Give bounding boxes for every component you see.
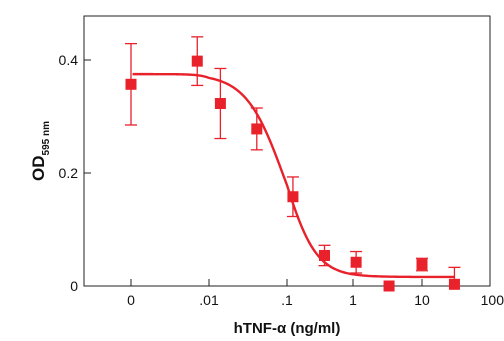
fit-curve xyxy=(132,72,455,279)
y-tick-label: 0.4 xyxy=(59,52,79,68)
plot-frame xyxy=(83,15,491,287)
data-point xyxy=(350,256,362,268)
x-tick-label: 100 xyxy=(481,292,504,308)
x-axis-title: hTNF-α (ng/ml) xyxy=(234,320,341,337)
data-point xyxy=(214,98,226,110)
fit-curve-layer xyxy=(132,72,455,279)
x-tick-label: 1 xyxy=(349,292,357,308)
x-tick-label: 10 xyxy=(414,292,430,308)
x-tick-label: 0 xyxy=(127,292,135,308)
y-axis-title: OD595 nm xyxy=(29,121,52,181)
y-axis-title-main: OD xyxy=(29,155,48,181)
x-tick-label: .1 xyxy=(281,292,293,308)
data-point xyxy=(125,78,137,90)
data-point xyxy=(383,280,395,292)
y-axis-ticks: 0 0.2 0.4 xyxy=(59,52,91,294)
data-point xyxy=(416,259,428,271)
y-tick-label: 0 xyxy=(70,278,78,294)
data-point xyxy=(287,191,299,203)
x-axis-ticks: 0 .01 .1 1 10 100 xyxy=(127,279,504,308)
data-point xyxy=(448,278,460,290)
data-points-layer xyxy=(125,55,460,292)
x-tick-label: .01 xyxy=(199,292,219,308)
data-point xyxy=(191,55,203,67)
data-point xyxy=(319,249,331,261)
y-axis-title-subscript: 595 nm xyxy=(41,121,52,156)
data-point xyxy=(251,123,263,135)
y-tick-label: 0.2 xyxy=(59,165,79,181)
